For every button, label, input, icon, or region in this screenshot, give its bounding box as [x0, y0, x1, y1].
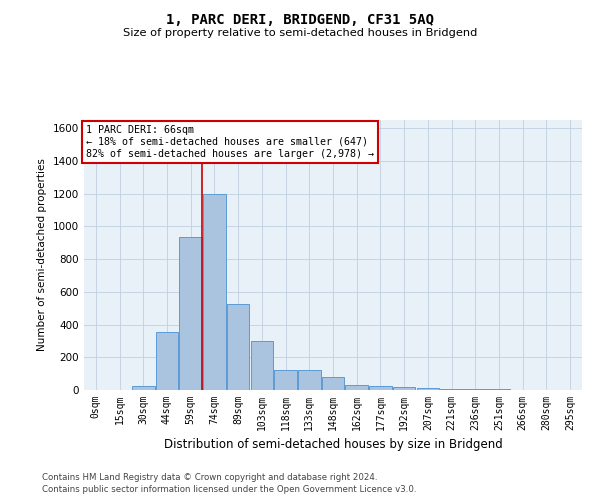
X-axis label: Distribution of semi-detached houses by size in Bridgend: Distribution of semi-detached houses by …: [164, 438, 502, 452]
Bar: [322, 377, 344, 390]
Bar: [274, 370, 297, 390]
Bar: [227, 304, 250, 390]
Y-axis label: Number of semi-detached properties: Number of semi-detached properties: [37, 158, 47, 352]
Text: Contains HM Land Registry data © Crown copyright and database right 2024.: Contains HM Land Registry data © Crown c…: [42, 472, 377, 482]
Bar: [251, 341, 273, 390]
Bar: [179, 237, 202, 390]
Text: 1 PARC DERI: 66sqm
← 18% of semi-detached houses are smaller (647)
82% of semi-d: 1 PARC DERI: 66sqm ← 18% of semi-detache…: [86, 126, 374, 158]
Text: Size of property relative to semi-detached houses in Bridgend: Size of property relative to semi-detach…: [123, 28, 477, 38]
Bar: [156, 332, 178, 390]
Bar: [203, 194, 226, 390]
Bar: [440, 388, 463, 390]
Bar: [464, 389, 487, 390]
Bar: [416, 388, 439, 390]
Text: Contains public sector information licensed under the Open Government Licence v3: Contains public sector information licen…: [42, 485, 416, 494]
Bar: [393, 386, 415, 390]
Bar: [346, 385, 368, 390]
Bar: [132, 386, 155, 390]
Text: 1, PARC DERI, BRIDGEND, CF31 5AQ: 1, PARC DERI, BRIDGEND, CF31 5AQ: [166, 12, 434, 26]
Bar: [298, 370, 320, 390]
Bar: [369, 386, 392, 390]
Bar: [488, 389, 510, 390]
